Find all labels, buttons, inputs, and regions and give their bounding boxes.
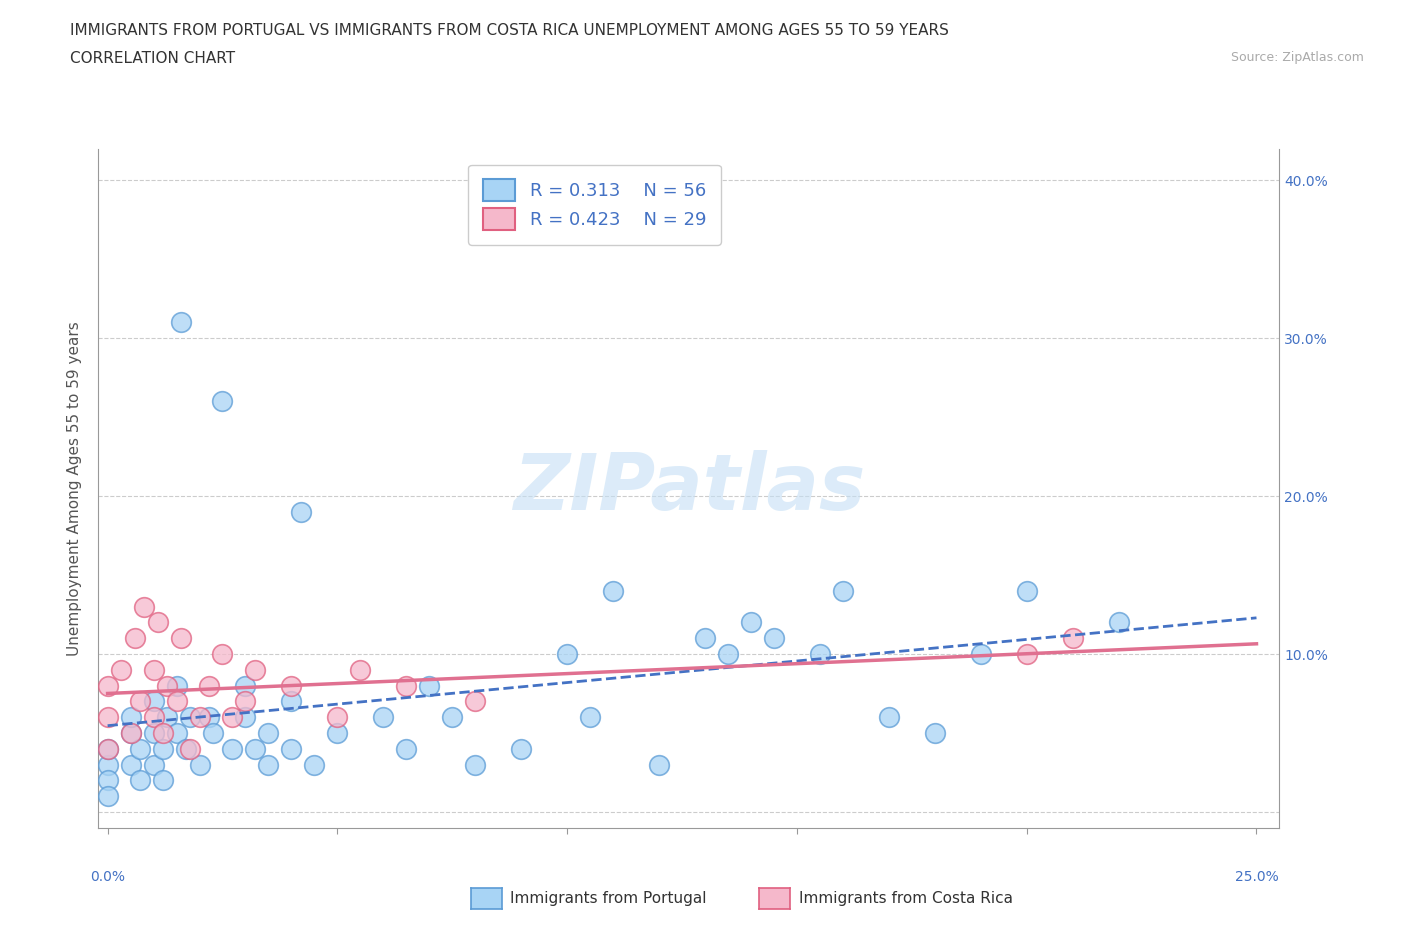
Point <box>555 646 578 661</box>
Point <box>120 725 142 740</box>
Point <box>197 678 219 693</box>
Point <box>395 678 418 693</box>
Point <box>152 741 174 756</box>
Text: Immigrants from Costa Rica: Immigrants from Costa Rica <box>799 891 1012 906</box>
Point <box>290 504 312 519</box>
Point <box>464 694 486 709</box>
Point <box>808 646 831 661</box>
Point <box>120 710 142 724</box>
Point <box>142 694 165 709</box>
Point <box>235 694 257 709</box>
Point <box>243 662 266 677</box>
Point <box>831 583 853 598</box>
Point <box>717 646 740 661</box>
Point <box>97 710 120 724</box>
Point <box>235 678 257 693</box>
Text: 0.0%: 0.0% <box>90 870 125 884</box>
Point <box>395 741 418 756</box>
Point <box>693 631 716 645</box>
Point <box>188 710 211 724</box>
Point <box>124 631 146 645</box>
Point <box>97 773 120 788</box>
Point <box>97 757 120 772</box>
Point <box>156 710 179 724</box>
Point <box>221 741 243 756</box>
Point <box>188 757 211 772</box>
Point <box>170 631 193 645</box>
Point <box>648 757 671 772</box>
Point <box>197 710 219 724</box>
Point <box>877 710 900 724</box>
Point <box>211 394 233 409</box>
Point <box>326 725 349 740</box>
Point <box>602 583 624 598</box>
Point <box>257 757 280 772</box>
Point <box>441 710 464 724</box>
Point <box>174 741 197 756</box>
Point <box>202 725 225 740</box>
Point <box>349 662 371 677</box>
Point <box>924 725 946 740</box>
Point <box>1015 583 1038 598</box>
Point <box>235 710 257 724</box>
Point <box>243 741 266 756</box>
Point <box>156 678 179 693</box>
Legend: R = 0.313    N = 56, R = 0.423    N = 29: R = 0.313 N = 56, R = 0.423 N = 29 <box>468 165 721 245</box>
Text: ZIPatlas: ZIPatlas <box>513 450 865 526</box>
Text: 25.0%: 25.0% <box>1234 870 1278 884</box>
Point <box>97 741 120 756</box>
Point <box>97 789 120 804</box>
Point <box>142 662 165 677</box>
Point <box>97 678 120 693</box>
Point <box>304 757 326 772</box>
Text: CORRELATION CHART: CORRELATION CHART <box>70 51 235 66</box>
Point <box>280 678 302 693</box>
Point <box>146 615 169 630</box>
Point <box>128 773 150 788</box>
Point <box>1062 631 1084 645</box>
Point <box>110 662 132 677</box>
Point <box>142 725 165 740</box>
Point <box>179 741 201 756</box>
Point <box>128 694 150 709</box>
Point <box>152 725 174 740</box>
Point <box>326 710 349 724</box>
Point <box>257 725 280 740</box>
Point <box>152 773 174 788</box>
Point <box>1015 646 1038 661</box>
Y-axis label: Unemployment Among Ages 55 to 59 years: Unemployment Among Ages 55 to 59 years <box>67 321 83 656</box>
Point <box>97 741 120 756</box>
Text: IMMIGRANTS FROM PORTUGAL VS IMMIGRANTS FROM COSTA RICA UNEMPLOYMENT AMONG AGES 5: IMMIGRANTS FROM PORTUGAL VS IMMIGRANTS F… <box>70 23 949 38</box>
Point <box>170 315 193 330</box>
Point <box>762 631 785 645</box>
Point <box>221 710 243 724</box>
Point <box>740 615 762 630</box>
Point <box>179 710 201 724</box>
Point <box>120 725 142 740</box>
Point <box>166 678 188 693</box>
Point <box>510 741 533 756</box>
Point <box>280 694 302 709</box>
Text: Immigrants from Portugal: Immigrants from Portugal <box>510 891 707 906</box>
Text: Source: ZipAtlas.com: Source: ZipAtlas.com <box>1230 51 1364 64</box>
Point <box>128 741 150 756</box>
Point <box>464 757 486 772</box>
Point <box>120 757 142 772</box>
Point <box>579 710 602 724</box>
Point <box>211 646 233 661</box>
Point <box>970 646 993 661</box>
Point <box>134 599 156 614</box>
Point <box>142 710 165 724</box>
Point <box>166 725 188 740</box>
Point <box>142 757 165 772</box>
Point <box>418 678 440 693</box>
Point <box>1108 615 1130 630</box>
Point <box>373 710 395 724</box>
Point <box>280 741 302 756</box>
Point <box>166 694 188 709</box>
